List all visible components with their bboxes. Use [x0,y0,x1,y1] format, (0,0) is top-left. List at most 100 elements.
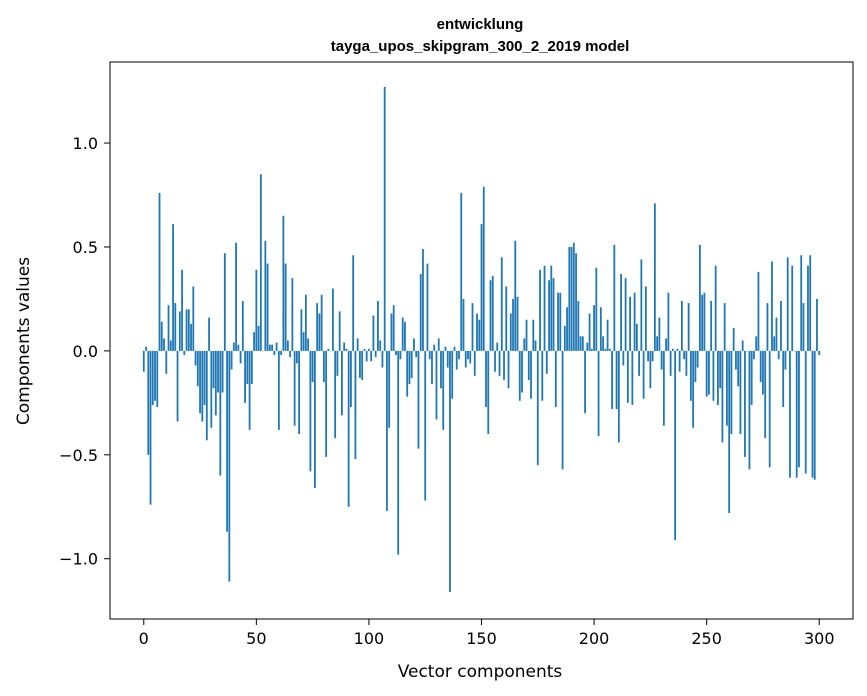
bar [334,350,337,439]
bar [507,350,510,389]
y-tick-label: 0.5 [73,238,98,257]
bar [444,346,447,351]
bar [813,350,816,480]
x-tick-label: 50 [246,629,266,648]
bar [575,253,577,351]
bar [424,350,427,501]
bar [687,303,690,351]
bar [615,350,618,410]
bar [775,317,778,351]
y-tick-label: −0.5 [59,446,98,465]
bar [730,350,733,435]
y-tick-label: 1.0 [73,134,98,153]
bar [642,350,645,399]
bar [557,292,559,351]
bar [298,350,301,435]
bar [566,307,568,351]
bar [712,350,715,401]
bar [280,350,283,356]
bar [460,192,463,351]
bar [286,340,289,351]
bar [446,350,449,368]
bar [512,298,514,351]
bar [467,350,469,360]
bar [165,350,168,374]
bar [608,348,611,351]
bar [653,203,656,351]
bar [559,292,562,351]
bar [392,305,395,351]
bar [753,350,755,360]
bar [527,350,530,380]
bar [593,305,595,351]
bar [377,301,379,351]
bar [804,350,807,474]
bar [386,350,388,511]
bar [721,350,724,443]
bar [656,336,659,351]
bar [545,350,548,374]
bar [147,350,150,455]
bar [800,255,803,351]
bar [768,350,771,468]
bar [795,350,798,478]
bar [183,350,186,356]
bar [649,350,652,389]
bar [651,350,654,362]
bar [471,303,474,351]
bar [428,350,431,360]
bar [613,244,616,351]
bar [293,350,296,426]
bar [327,348,330,351]
bar [415,350,418,358]
bar [244,350,246,403]
bar [383,86,386,351]
bar [257,325,260,351]
bar [208,317,210,351]
bar [714,265,717,351]
bar [780,301,782,351]
bar [503,350,505,380]
bar [525,319,528,351]
bar [196,350,199,387]
bar [694,350,697,383]
bar [167,305,170,351]
x-tick-label: 150 [466,629,497,648]
chart-title: entwicklung [437,16,524,33]
bar [230,350,233,370]
bar [676,348,679,351]
bar [181,269,183,351]
bar [163,338,165,351]
bar [669,350,672,376]
bar [322,350,325,383]
bar [579,336,582,351]
bar [273,350,276,356]
x-axis-label: Vector components [398,662,563,682]
bar [717,350,719,405]
bar [719,350,722,389]
bar [302,332,305,351]
chart-subtitle: tayga_upos_skipgram_300_2_2019 model [331,38,630,55]
bar [658,317,661,351]
bar [300,309,303,351]
y-tick-label: 0.0 [73,342,98,361]
bar [584,350,586,414]
bar [318,313,321,351]
bar [304,294,307,351]
bar [440,350,442,389]
bar [802,303,805,351]
bar [259,174,262,351]
bar [214,350,217,416]
bar [253,332,255,351]
bar [149,350,152,505]
bar [235,242,237,351]
bar [192,286,195,351]
bar [437,338,440,351]
bar [374,350,377,358]
bar [491,276,494,351]
bar [818,350,821,356]
bar [586,342,589,351]
bar [534,340,537,351]
bar [345,348,348,351]
bar [359,350,361,378]
